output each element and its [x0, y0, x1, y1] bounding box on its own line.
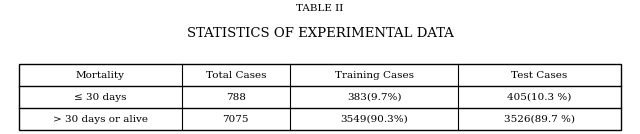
- Text: ≤ 30 days: ≤ 30 days: [74, 93, 127, 102]
- Text: 3526(89.7 %): 3526(89.7 %): [504, 115, 575, 124]
- Text: 383(9.7%): 383(9.7%): [347, 93, 401, 102]
- Text: > 30 days or alive: > 30 days or alive: [53, 115, 148, 124]
- Text: 7075: 7075: [223, 115, 249, 124]
- Text: Training Cases: Training Cases: [335, 71, 413, 80]
- Bar: [19, 64, 621, 130]
- Text: STATISTICS OF EXPERIMENTAL DATA: STATISTICS OF EXPERIMENTAL DATA: [187, 27, 453, 40]
- Text: Test Cases: Test Cases: [511, 71, 568, 80]
- Text: Mortality: Mortality: [76, 71, 125, 80]
- Text: 788: 788: [226, 93, 246, 102]
- Text: 3549(90.3%): 3549(90.3%): [340, 115, 408, 124]
- Text: Total Cases: Total Cases: [205, 71, 266, 80]
- Text: 405(10.3 %): 405(10.3 %): [508, 93, 572, 102]
- Text: TABLE II: TABLE II: [296, 4, 344, 13]
